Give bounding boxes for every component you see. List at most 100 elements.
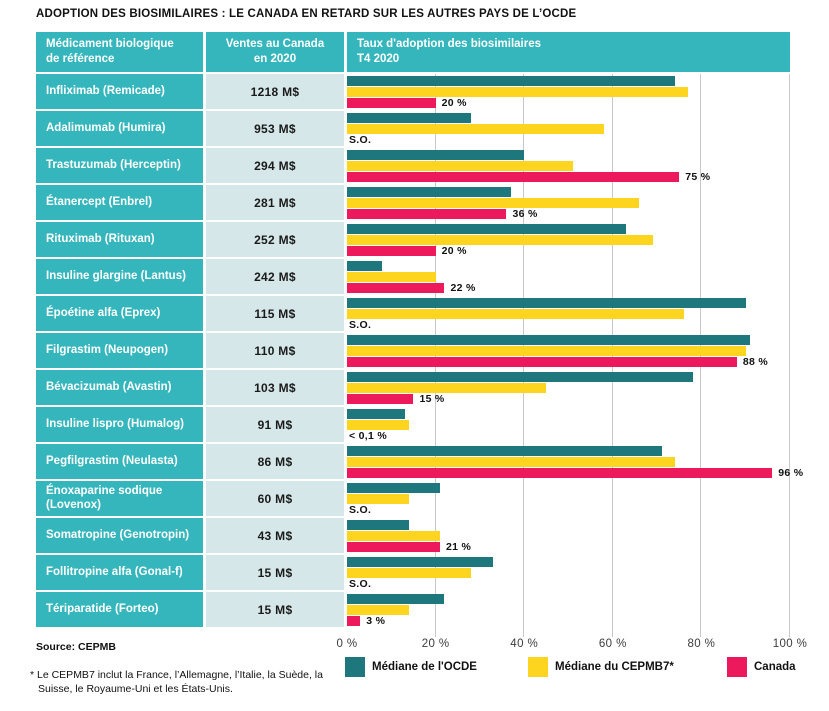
cepmb7-bar-slot [347,234,790,245]
canada-bar-label: 20 % [441,96,467,109]
ocde-bar [347,482,441,493]
sales-cell: 86 M$ [206,444,344,479]
sales-cell: 1218 M$ [206,74,344,109]
canada-bar-label: 88 % [742,355,768,368]
adoption-bars-cell: 15 % [347,370,790,405]
sales-value: 15 M$ [257,602,293,617]
ocde-bar-slot [347,112,790,123]
sales-cell: 953 M$ [206,111,344,146]
header-medicament-line2: de référence [46,53,115,65]
x-axis-tick: 0 % [336,638,358,650]
cepmb7-bar [347,123,604,134]
sales-value: 1218 M$ [250,84,300,99]
table-row: Pegfilgrastim (Neulasta) 86 M$ 96 % [36,444,803,479]
ocde-bar-slot [347,297,790,308]
drug-name-cell: Infliximab (Remicade) [36,74,203,109]
canada-bar-slot: S.O. [347,504,790,516]
x-axis-tick: 100 % [772,638,808,650]
canada-bar-slot: < 0,1 % [347,429,790,442]
cepmb7-bar-slot [347,123,790,134]
cepmb7-bar [347,493,410,504]
adoption-bars-cell: S.O. [347,111,790,146]
ocde-bar [347,445,662,456]
cepmb7-bar-slot [347,271,790,282]
sales-cell: 115 M$ [206,296,344,331]
table-body: Infliximab (Remicade) 1218 M$ 20 % Adali… [36,74,803,627]
adoption-bars-cell: 36 % [347,185,790,220]
canada-bar [347,541,441,552]
drug-name: Pegfilgrastim (Neulasta) [46,454,178,467]
cepmb7-bar [347,345,746,356]
cepmb7-bar-slot [347,493,790,504]
cepmb7-bar-slot [347,160,790,171]
sales-value: 91 M$ [257,417,293,432]
ocde-bar [347,556,494,567]
cepmb7-bar-slot [347,419,790,430]
adoption-bars-cell: 21 % [347,518,790,553]
chart-gridlines [347,74,790,637]
canada-bar-slot: 88 % [347,355,790,368]
ocde-bar-slot [347,260,790,271]
drug-name: Somatropine (Genotropin) [46,528,190,541]
cepmb7-bar-slot [347,197,790,208]
sales-value: 281 M$ [254,195,296,210]
table-row: Somatropine (Genotropin) 43 M$ 21 % [36,518,790,553]
ocde-bar-slot [347,371,790,382]
drug-name-cell: Tériparatide (Forteo) [36,592,203,627]
canada-bar-slot: 3 % [347,614,790,627]
cepmb7-bar-slot [347,456,790,467]
sales-cell: 242 M$ [206,259,344,294]
sales-value: 115 M$ [254,306,296,321]
canada-bar-slot: 21 % [347,541,790,553]
x-axis: 0 % 20 % 40 % 60 % 80 % 100 % [336,638,806,656]
footnote: * Le CEPMB7 inclut la France, l’Allemagn… [30,669,323,696]
ocde-bar-slot [347,223,790,234]
x-axis-tick: 60 % [598,638,627,650]
drug-name: Follitropine alfa (Gonal-f) [46,565,183,578]
x-axis-tick: 40 % [510,638,539,650]
gridline-80 [700,74,702,637]
header-medicament: Médicament biologique de référence [36,32,203,72]
canada-bar-label: 3 % [366,614,386,627]
adoption-bars-cell: 22 % [347,259,790,294]
canada-bar-slot: S.O. [347,319,790,331]
drug-name-cell: Énoxaparine sodique (Lovenox) [36,481,203,516]
ocde-bar [347,186,511,197]
canada-bar [347,97,436,108]
canada-bar-label: < 0,1 % [349,429,387,442]
source-note: Source: CEPMB [36,641,116,653]
canada-bar-slot: S.O. [347,134,790,146]
adoption-bars-cell: 20 % [347,222,790,257]
cepmb7-bar [347,160,573,171]
sales-cell: 281 M$ [206,185,344,220]
cepmb7-bar-slot [347,308,790,319]
ocde-bar [347,297,746,308]
canada-bar-label: S.O. [349,577,372,590]
ocde-bar [347,260,383,271]
drug-name: Rituximab (Rituxan) [46,232,155,245]
drug-name-cell: Époétine alfa (Eprex) [36,296,203,331]
canada-bar-slot: 15 % [347,393,790,405]
drug-name: Insuline lispro (Humalog) [46,417,185,430]
canada-bar-slot: 22 % [347,282,790,294]
canada-bar-label: 20 % [441,244,467,257]
legend-label-ocde: Médiane de l'OCDE [372,661,477,673]
ocde-swatch-icon [345,657,365,677]
x-axis-tick: 80 % [687,638,716,650]
adoption-bars-cell: S.O. [347,296,790,331]
sales-value: 242 M$ [254,269,296,284]
canada-bar-label: 96 % [778,466,804,479]
x-axis-tick: 20 % [421,638,450,650]
sales-cell: 15 M$ [206,592,344,627]
cepmb7-bar [347,308,684,319]
gridline-60 [611,74,613,637]
biosimilars-table: Médicament biologique de référence Vente… [36,32,807,650]
adoption-bars-cell: 96 % [347,444,803,479]
canada-bar-slot: 20 % [347,244,790,257]
cepmb7-bar [347,197,640,208]
canada-bar [347,282,445,293]
table-row: Rituximab (Rituxan) 252 M$ 20 % [36,222,790,257]
drug-name-cell: Insuline glargine (Lantus) [36,259,203,294]
cepmb7-bar [347,86,689,97]
